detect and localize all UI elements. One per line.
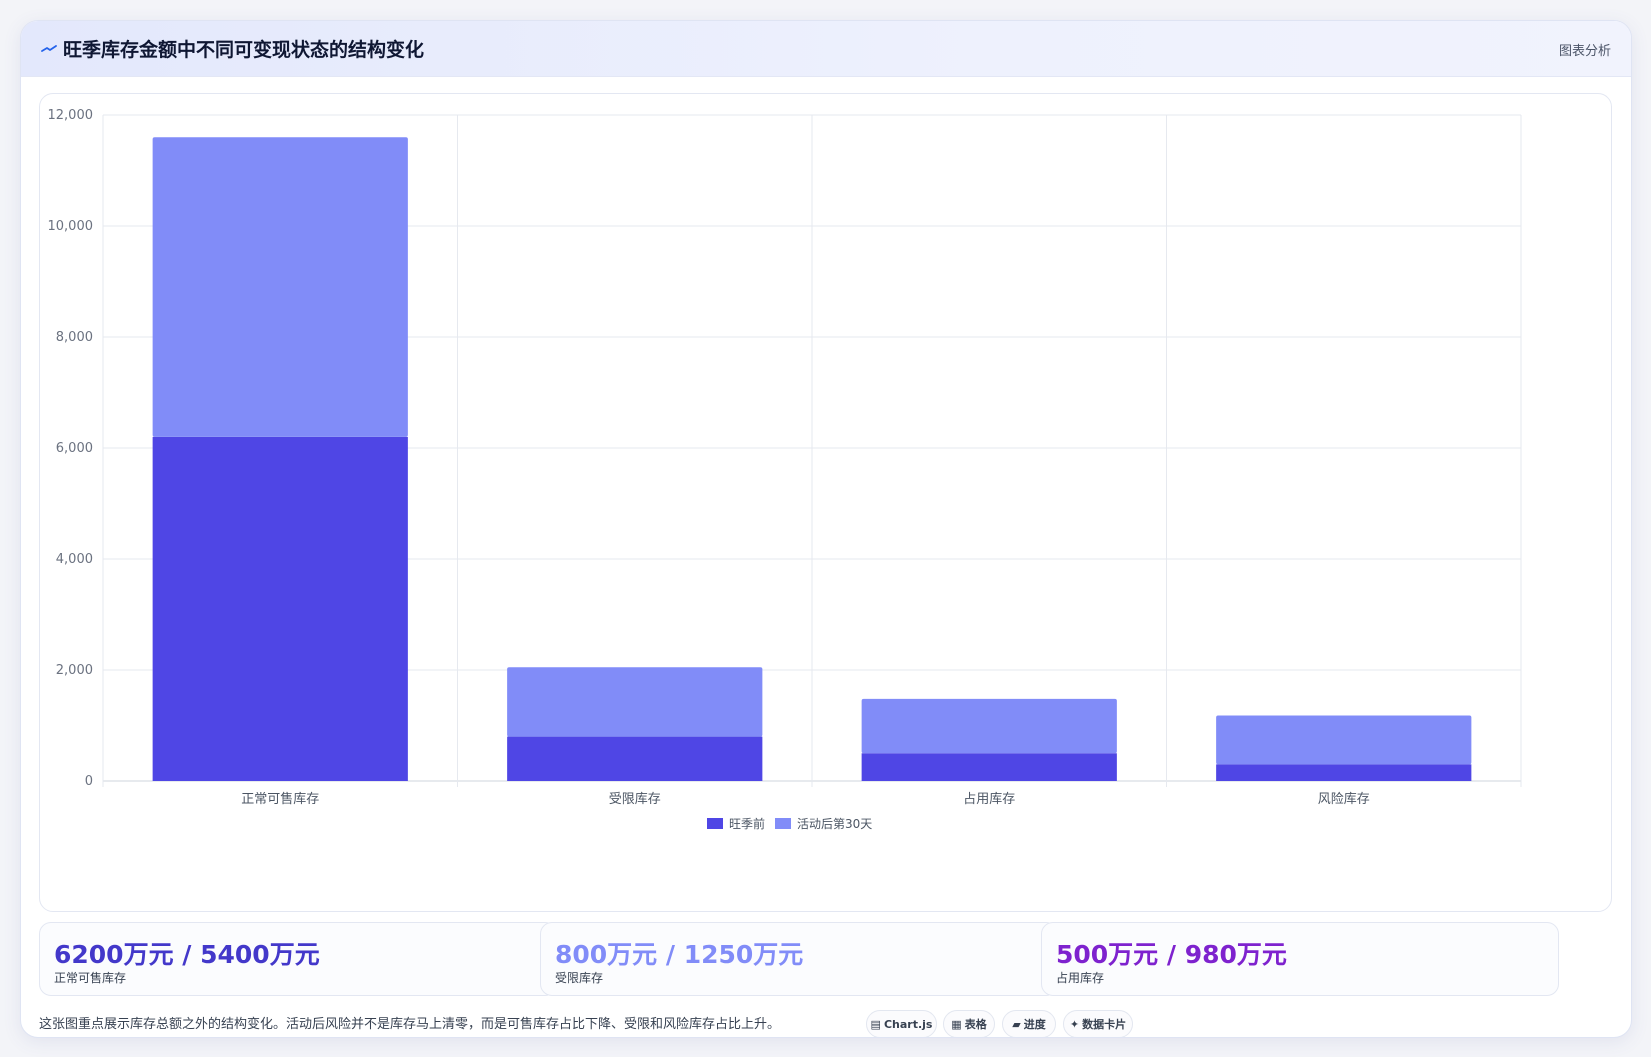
chip-table[interactable]: ▦ 表格 [943,1010,995,1037]
card-header: 旺季库存金额中不同可变现状态的结构变化 图表分析 [21,21,1631,77]
bar-segment [152,436,408,781]
y-tick-label: 12,000 [48,108,94,123]
chart-card: 旺季库存金额中不同可变现状态的结构变化 图表分析 0 2,000 4,000 6,00… [20,20,1632,1038]
legend-label: 旺季前 [729,816,765,831]
y-tick-label: 0 [85,774,93,789]
y-tick-label: 6,000 [56,441,93,456]
stat-label: 占用库存 [1056,971,1105,985]
x-tick-label: 风险库存 [1318,791,1370,807]
stat-card-normal: 6200万元 / 5400万元 正常可售库存 [39,922,557,996]
stat-value: 800万元 / 1250万元 [555,940,804,969]
stat-value: 500万元 / 980万元 [1056,940,1287,969]
y-tick-label: 8,000 [56,330,93,345]
chart-footnote: 这张图重点展示库存总额之外的结构变化。活动后风险并不是库存马上清零，而是可售库存… [39,1017,781,1032]
bar-segment [861,753,1117,781]
bar-segment [507,667,763,737]
chart-title: 旺季库存金额中不同可变现状态的结构变化 [63,39,425,61]
chip-data-card[interactable]: ✦ 数据卡片 [1063,1010,1133,1037]
legend-label: 活动后第30天 [797,817,872,831]
bar-segment [1216,715,1472,765]
stat-label: 受限库存 [555,971,604,985]
stat-label: 正常可售库存 [54,971,127,985]
x-tick-label: 受限库存 [609,791,661,807]
stat-value: 6200万元 / 5400万元 [54,940,320,969]
sparkle-icon: ✦ [1069,1018,1080,1031]
chip-chartjs[interactable]: ▤ Chart.js [866,1010,937,1037]
chip-label: 表格 [964,1018,987,1031]
bar-segment [1216,764,1472,781]
bar-segment [507,736,763,781]
chart-analysis-link[interactable]: 图表分析 [1558,44,1611,59]
y-tick-label: 2,000 [56,663,93,678]
table-icon: ▦ [951,1018,962,1031]
chip-label: 数据卡片 [1082,1018,1127,1031]
x-tick-label: 占用库存 [963,791,1015,807]
y-tick-label: 4,000 [56,552,93,567]
legend-swatch [707,818,723,829]
chip-label: 进度 [1023,1018,1046,1031]
chip-progress[interactable]: ▰ 进度 [1002,1010,1056,1037]
chip-label: Chart.js [883,1018,933,1031]
x-tick-label: 正常可售库存 [241,791,319,807]
bar-segment [861,698,1117,754]
stat-card-occupied: 500万元 / 980万元 占用库存 [1041,922,1559,996]
chart-panel: 0 2,000 4,000 6,000 8,000 10,000 12,000 正常可售库存 受… [39,93,1612,912]
legend-swatch [775,818,791,829]
trend-line-icon [41,45,57,52]
progress-icon: ▰ [1012,1018,1021,1031]
y-tick-label: 10,000 [48,219,94,234]
bar-segment [152,137,408,437]
stat-card-restricted: 800万元 / 1250万元 受限库存 [540,922,1058,996]
chart-icon: ▤ [870,1018,881,1031]
stacked-bar-chart: 0 2,000 4,000 6,000 8,000 10,000 12,000 正常可售库存 受… [48,108,1522,831]
